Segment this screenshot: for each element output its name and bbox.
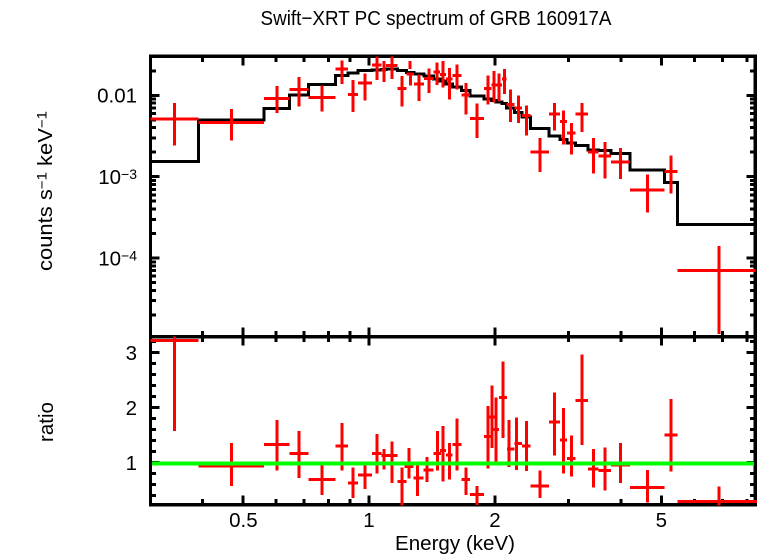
- svg-text:0.5: 0.5: [229, 509, 258, 532]
- svg-text:Swift−XRT PC spectrum of GRB 1: Swift−XRT PC spectrum of GRB 160917A: [261, 7, 612, 30]
- svg-text:2: 2: [126, 397, 137, 420]
- svg-text:1: 1: [126, 452, 137, 475]
- svg-text:5: 5: [656, 509, 667, 532]
- svg-text:ratio: ratio: [35, 402, 58, 442]
- svg-text:3: 3: [126, 342, 137, 365]
- svg-text:1: 1: [363, 509, 374, 532]
- svg-text:counts s−1 keV−1: counts s−1 keV−1: [34, 111, 58, 271]
- svg-text:0.01: 0.01: [97, 85, 137, 108]
- svg-text:2: 2: [489, 509, 500, 532]
- svg-text:Energy (keV): Energy (keV): [395, 532, 515, 555]
